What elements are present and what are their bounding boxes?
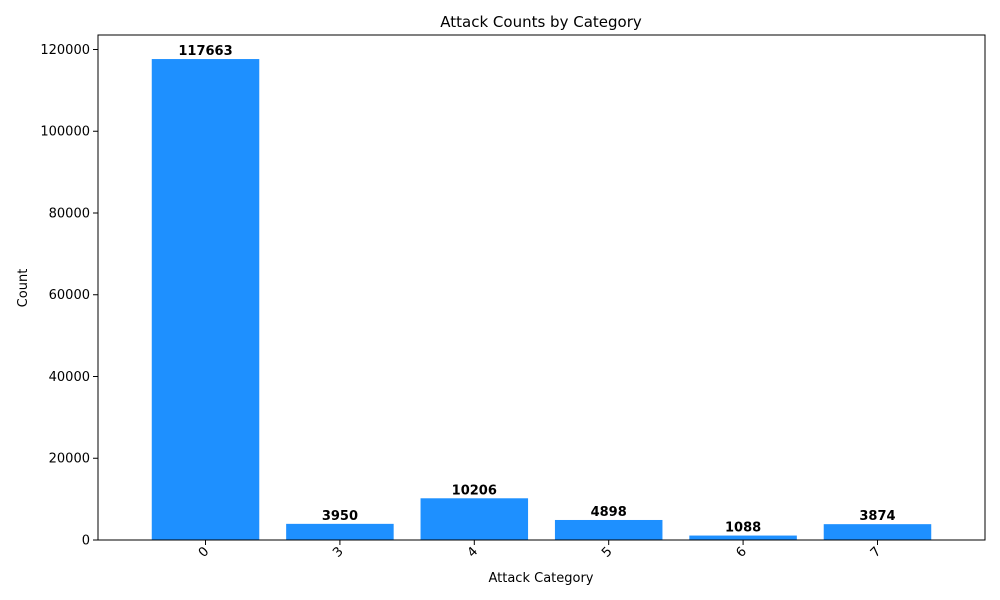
- data-label: 3874: [859, 509, 895, 524]
- bars: 117663 3950 10206 4898 1088 3874: [151, 44, 932, 541]
- y-tick-label: 100000: [40, 125, 90, 140]
- x-tick-label: 0: [196, 544, 212, 560]
- x-axis-label: Attack Category: [488, 571, 593, 586]
- bar-3: [286, 523, 394, 540]
- y-tick-label: 60000: [49, 288, 90, 303]
- y-tick-label: 0: [82, 534, 90, 549]
- x-tick-label: 3: [330, 544, 346, 560]
- x-tick-label: 7: [868, 544, 884, 560]
- bar-7: [823, 524, 932, 540]
- bar-6: [689, 535, 797, 540]
- data-label: 10206: [452, 483, 497, 498]
- x-tick-label: 5: [599, 544, 615, 560]
- data-label: 117663: [178, 44, 232, 59]
- bar-4: [420, 498, 529, 540]
- x-tick-label: 4: [465, 544, 481, 560]
- data-label: 4898: [591, 505, 627, 520]
- y-axis-label: Count: [16, 269, 31, 308]
- y-tick-label: 120000: [40, 43, 90, 58]
- bar-5: [554, 519, 663, 540]
- y-tick-label: 80000: [49, 206, 90, 221]
- chart-title: Attack Counts by Category: [440, 13, 642, 31]
- plot-area-frame: [97, 34, 986, 541]
- y-tick-label: 20000: [49, 452, 90, 467]
- bar-0: [151, 59, 260, 541]
- data-label: 1088: [725, 521, 761, 536]
- x-axis: 0 3 4 5 6 7: [196, 540, 884, 561]
- data-label: 3950: [322, 509, 358, 524]
- x-tick-label: 6: [733, 544, 749, 560]
- y-axis: 0 20000 40000 60000 80000 100000 120000: [40, 43, 98, 549]
- y-tick-label: 40000: [49, 370, 90, 385]
